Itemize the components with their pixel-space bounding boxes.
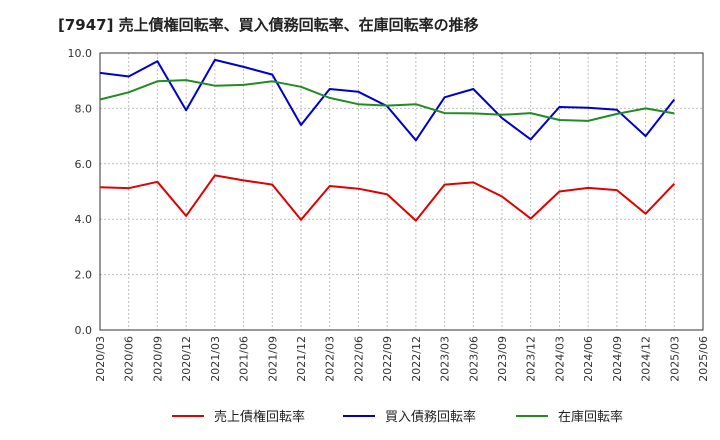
axis-layer: 0.0 2.0 4.0 6.0 8.0 10.0 2020/03 2020/06 2020/09… <box>68 47 711 382</box>
series-line <box>99 174 676 222</box>
x-tick-label: 2022/12 <box>410 336 423 382</box>
x-tick-label: 2023/06 <box>467 336 480 382</box>
grid-layer <box>99 52 704 331</box>
y-tick-label: 10.0 <box>68 47 93 60</box>
series-line <box>99 79 675 122</box>
y-tick-label: 0.0 <box>75 324 93 337</box>
x-tick-label: 2024/09 <box>611 336 624 382</box>
x-tick-label: 2023/09 <box>496 336 509 382</box>
series-line <box>99 58 676 142</box>
y-tick-label: 6.0 <box>75 158 93 171</box>
x-tick-label: 2021/12 <box>295 336 308 382</box>
y-tick-label: 2.0 <box>75 269 93 282</box>
plot-frame <box>99 52 704 331</box>
x-tick-label: 2025/03 <box>668 336 681 382</box>
x-tick-label: 2020/12 <box>180 336 193 382</box>
legend-label: 買入債務回転率 <box>385 409 476 425</box>
legend: 売上債権回転率 買入債務回転率 在庫回転率 <box>172 409 623 425</box>
x-tick-label: 2023/03 <box>439 336 452 382</box>
x-tick-label: 2022/03 <box>324 336 337 382</box>
x-tick-label: 2020/03 <box>94 336 107 382</box>
x-tick-label: 2021/03 <box>209 336 222 382</box>
x-tick-label: 2020/09 <box>151 336 164 382</box>
x-tick-label: 2025/06 <box>697 336 710 382</box>
x-tick-label: 2021/06 <box>238 336 251 382</box>
x-tick-label: 2020/06 <box>123 336 136 382</box>
x-tick-label: 2022/06 <box>352 336 365 382</box>
chart-title: [7947] 売上債権回転率、買入債務回転率、在庫回転率の推移 <box>58 16 479 34</box>
x-tick-label: 2021/09 <box>266 336 279 382</box>
x-tick-label: 2022/09 <box>381 336 394 382</box>
series-layer <box>99 58 676 222</box>
legend-label: 売上債権回転率 <box>214 409 305 425</box>
x-tick-label: 2024/12 <box>640 336 653 382</box>
y-tick-label: 4.0 <box>75 213 93 226</box>
x-tick-label: 2023/12 <box>525 336 538 382</box>
y-tick-label: 8.0 <box>75 102 93 115</box>
x-tick-label: 2024/06 <box>582 336 595 382</box>
x-tick-label: 2024/03 <box>553 336 566 382</box>
legend-label: 在庫回転率 <box>558 409 623 425</box>
